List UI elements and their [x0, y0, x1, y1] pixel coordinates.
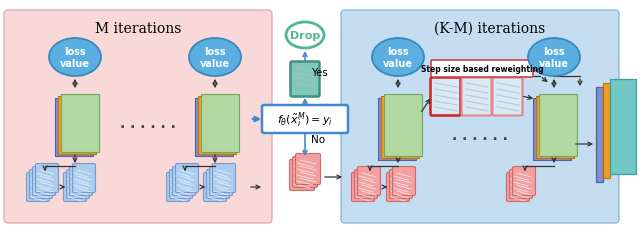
FancyBboxPatch shape — [506, 173, 529, 202]
FancyBboxPatch shape — [291, 62, 319, 97]
Text: · · · · · ·: · · · · · · — [452, 132, 508, 146]
Ellipse shape — [528, 39, 580, 77]
Text: M iterations: M iterations — [95, 22, 181, 36]
FancyBboxPatch shape — [35, 164, 58, 193]
Polygon shape — [381, 96, 419, 158]
Polygon shape — [533, 99, 571, 160]
FancyBboxPatch shape — [207, 170, 230, 199]
Text: $f_{\theta}(\tilde{x}_i^{M}) = y_i$: $f_{\theta}(\tilde{x}_i^{M}) = y_i$ — [277, 110, 333, 129]
Polygon shape — [58, 96, 96, 154]
FancyBboxPatch shape — [63, 173, 86, 202]
Polygon shape — [195, 99, 233, 156]
Text: loss
value: loss value — [383, 47, 413, 69]
Polygon shape — [384, 95, 422, 156]
FancyBboxPatch shape — [351, 173, 374, 202]
Polygon shape — [201, 95, 239, 152]
FancyBboxPatch shape — [72, 164, 95, 193]
Text: loss
value: loss value — [539, 47, 569, 69]
FancyBboxPatch shape — [170, 170, 193, 199]
FancyBboxPatch shape — [262, 106, 348, 133]
FancyBboxPatch shape — [513, 167, 536, 196]
FancyBboxPatch shape — [204, 173, 227, 202]
Ellipse shape — [372, 39, 424, 77]
FancyBboxPatch shape — [4, 11, 272, 223]
FancyBboxPatch shape — [390, 170, 413, 199]
FancyBboxPatch shape — [67, 170, 90, 199]
Ellipse shape — [49, 39, 101, 77]
Text: Drop: Drop — [290, 31, 320, 41]
FancyBboxPatch shape — [292, 157, 317, 188]
Polygon shape — [596, 88, 603, 182]
Ellipse shape — [286, 23, 324, 49]
Ellipse shape — [189, 39, 241, 77]
Text: · · · · · ·: · · · · · · — [120, 121, 176, 134]
FancyBboxPatch shape — [387, 173, 410, 202]
Text: loss
value: loss value — [200, 47, 230, 69]
FancyBboxPatch shape — [431, 61, 533, 78]
Text: Yes: Yes — [311, 68, 328, 78]
FancyBboxPatch shape — [166, 173, 189, 202]
Polygon shape — [610, 80, 636, 174]
Polygon shape — [55, 99, 93, 156]
FancyBboxPatch shape — [355, 170, 378, 199]
FancyBboxPatch shape — [431, 78, 461, 116]
FancyBboxPatch shape — [392, 167, 415, 196]
FancyBboxPatch shape — [289, 160, 314, 191]
FancyBboxPatch shape — [33, 167, 56, 196]
Polygon shape — [539, 95, 577, 156]
FancyBboxPatch shape — [509, 170, 532, 199]
Polygon shape — [198, 96, 236, 154]
FancyBboxPatch shape — [70, 167, 93, 196]
Text: No: No — [311, 134, 325, 144]
FancyBboxPatch shape — [29, 170, 52, 199]
Text: (K-M) iterations: (K-M) iterations — [435, 22, 546, 36]
FancyBboxPatch shape — [212, 164, 236, 193]
FancyBboxPatch shape — [358, 167, 381, 196]
FancyBboxPatch shape — [173, 167, 195, 196]
FancyBboxPatch shape — [296, 154, 321, 185]
Polygon shape — [603, 84, 610, 178]
FancyBboxPatch shape — [209, 167, 232, 196]
Polygon shape — [536, 96, 574, 158]
FancyBboxPatch shape — [461, 78, 492, 116]
Text: loss
value: loss value — [60, 47, 90, 69]
Polygon shape — [378, 99, 416, 160]
Polygon shape — [61, 95, 99, 152]
FancyBboxPatch shape — [493, 78, 522, 116]
FancyBboxPatch shape — [341, 11, 619, 223]
Text: Step size based reweighting: Step size based reweighting — [420, 65, 543, 74]
FancyBboxPatch shape — [175, 164, 198, 193]
FancyBboxPatch shape — [26, 173, 49, 202]
